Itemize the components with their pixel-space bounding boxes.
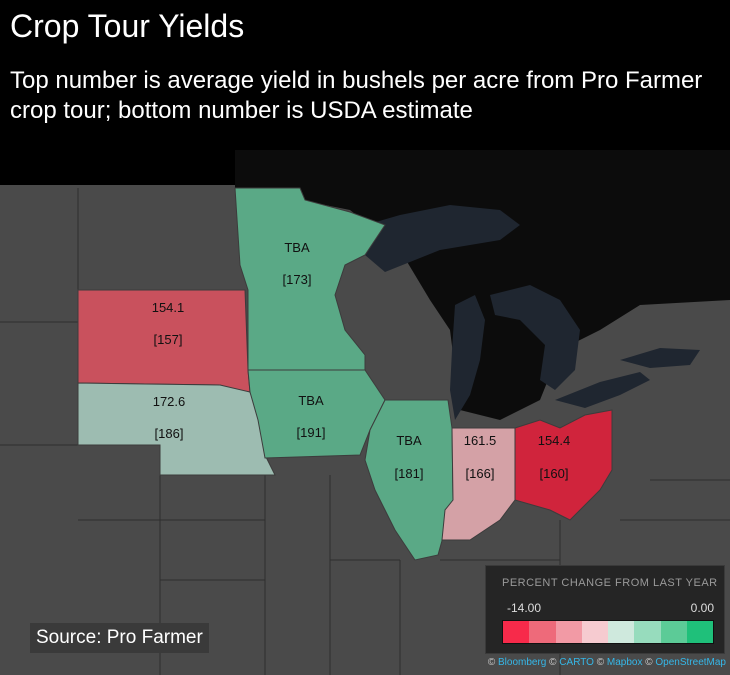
legend-title: PERCENT CHANGE FROM LAST YEAR: [502, 577, 718, 589]
attribution-bloomberg[interactable]: Bloomberg: [498, 657, 547, 668]
state-label-bottom-indiana: [166]: [466, 466, 495, 481]
attribution-mapbox[interactable]: Mapbox: [606, 657, 643, 668]
legend-swatch: [608, 621, 635, 643]
attribution-osm[interactable]: OpenStreetMap: [655, 657, 726, 668]
legend-swatch: [581, 621, 608, 643]
state-illinois[interactable]: [364, 399, 454, 561]
state-label-top-minnesota: TBA: [284, 240, 310, 255]
legend-max: 0.00: [690, 601, 714, 615]
legend-swatch: [660, 621, 687, 643]
attribution-prefix: ©: [487, 657, 498, 668]
state-label-bottom-south-dakota: [157]: [154, 332, 183, 347]
legend-color-bar: [502, 620, 714, 644]
legend-swatch: [503, 621, 530, 643]
state-label-bottom-minnesota: [173]: [283, 272, 312, 287]
state-ohio[interactable]: [514, 409, 613, 521]
state-label-bottom-nebraska: [186]: [155, 426, 184, 441]
attribution-sep: ©: [596, 657, 607, 668]
lake-michigan: [450, 295, 485, 420]
legend-swatch: [634, 621, 661, 643]
lake-erie: [555, 372, 650, 408]
state-iowa[interactable]: [247, 369, 386, 459]
lake-huron: [490, 285, 580, 390]
state-label-top-iowa: TBA: [298, 393, 324, 408]
state-label-top-indiana: 161.5: [464, 433, 497, 448]
dark-region: [235, 150, 730, 420]
legend-min: -14.00: [507, 601, 542, 615]
attribution: © Bloomberg © CARTO © Mapbox © OpenStree…: [488, 657, 726, 668]
attribution-sep: ©: [549, 657, 560, 668]
attribution-carto[interactable]: CARTO: [559, 657, 594, 668]
attribution-sep: ©: [645, 657, 656, 668]
legend: PERCENT CHANGE FROM LAST YEAR -14.00 0.0…: [485, 565, 725, 654]
state-label-top-nebraska: 172.6: [153, 394, 186, 409]
page-subtitle: Top number is average yield in bushels p…: [10, 67, 703, 124]
lake-ontario: [620, 348, 700, 368]
state-label-bottom-illinois: [181]: [395, 466, 424, 481]
source-label: Source: Pro Farmer: [30, 623, 209, 653]
state-minnesota[interactable]: [234, 187, 386, 371]
state-label-top-ohio: 154.4: [538, 433, 571, 448]
state-nebraska[interactable]: [77, 382, 276, 476]
state-label-top-south-dakota: 154.1: [152, 300, 185, 315]
state-label-top-illinois: TBA: [396, 433, 422, 448]
state-label-bottom-ohio: [160]: [540, 466, 569, 481]
legend-swatch: [686, 621, 713, 643]
page-title: Crop Tour Yields: [10, 8, 245, 44]
lake-superior: [355, 205, 520, 272]
legend-swatch: [555, 621, 582, 643]
legend-swatch: [529, 621, 556, 643]
state-label-bottom-iowa: [191]: [297, 425, 326, 440]
